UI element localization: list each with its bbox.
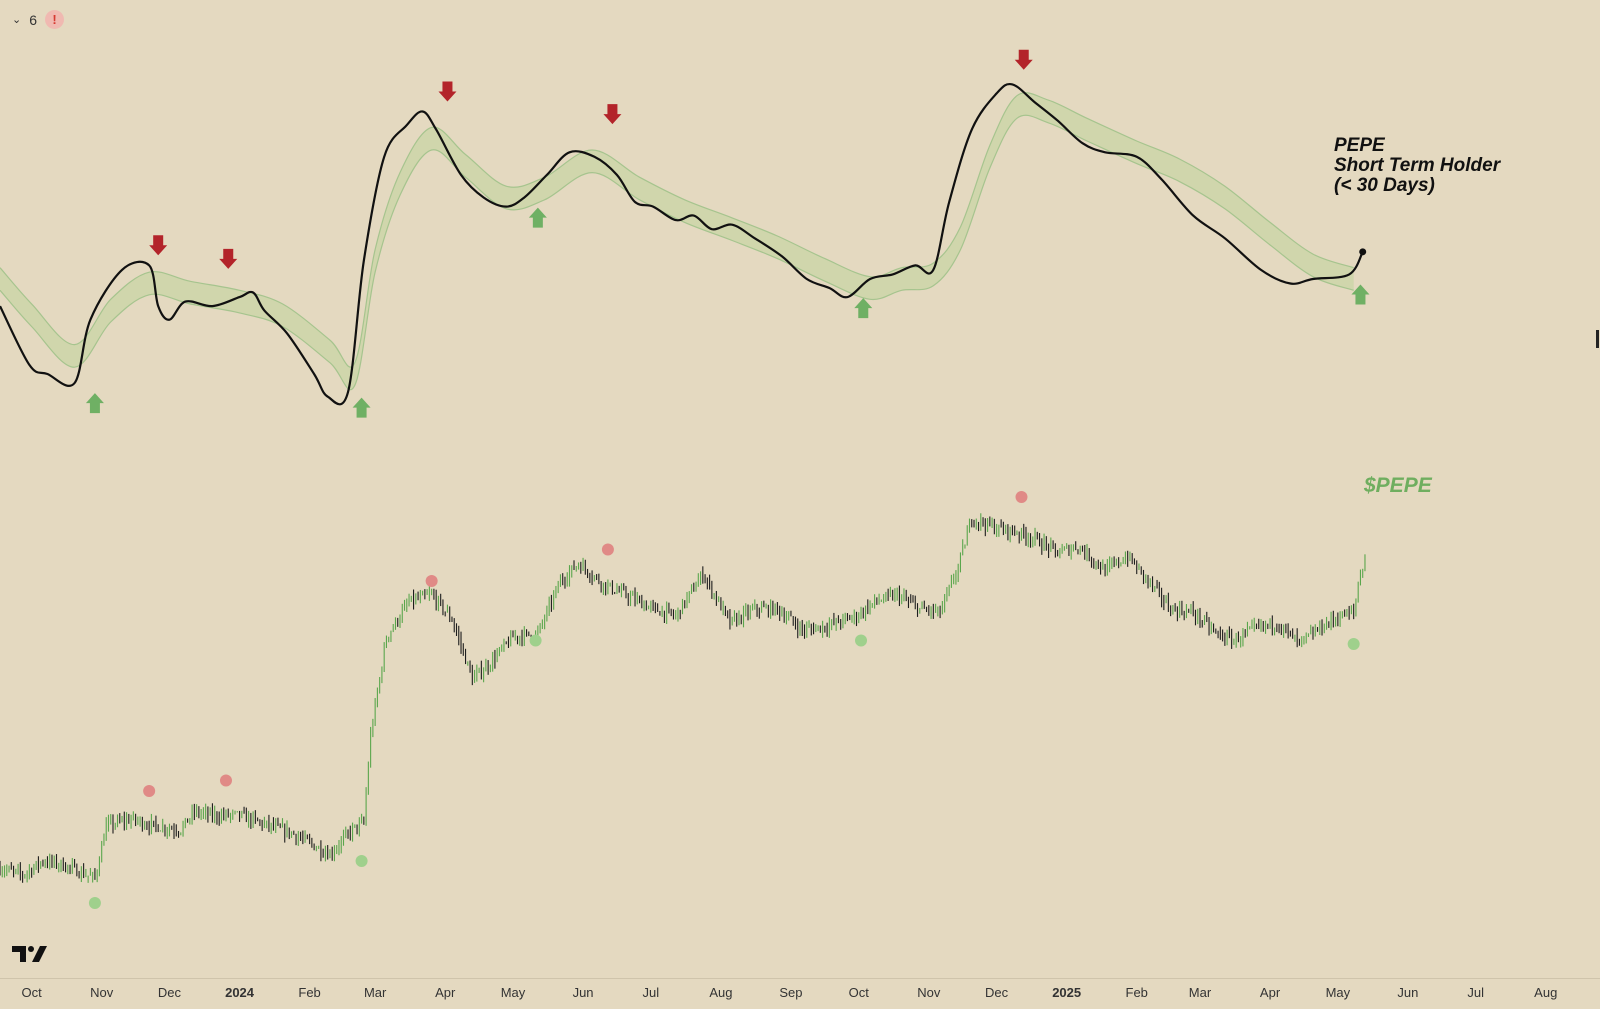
x-tick-label: Nov: [917, 985, 941, 1000]
chevron-down-icon[interactable]: ⌄: [12, 14, 22, 26]
sth-band-upper-line: [0, 92, 1354, 368]
sell-signal-arrow: [149, 235, 168, 256]
price-peak-dot: [1015, 491, 1028, 503]
x-tick-label: Dec: [157, 985, 182, 1000]
price-peak-dot: [425, 575, 438, 587]
indicator-toolbar[interactable]: ⌄ 6 !: [12, 10, 65, 29]
price-trough-dot: [355, 855, 368, 867]
x-tick-label: Nov: [90, 985, 114, 1000]
x-tick-label: Aug: [1534, 985, 1558, 1000]
x-tick-label: Apr: [1259, 985, 1281, 1000]
buy-signal-arrow: [85, 393, 104, 414]
price-peak-dot: [219, 774, 232, 787]
x-tick-label: Aug: [709, 985, 733, 1000]
x-tick-label: Dec: [985, 985, 1009, 1000]
title-line-1: PEPE: [1334, 135, 1385, 156]
sell-signal-arrow: [1014, 49, 1033, 70]
buy-signal-arrow: [1351, 284, 1370, 305]
chart-title: PEPE Short Term Holder (< 30 Days): [1334, 136, 1500, 196]
indicator-count[interactable]: 6: [29, 11, 38, 28]
price-peak-dot: [143, 785, 156, 797]
x-tick-label: 2025: [1052, 985, 1082, 1000]
x-tick-label: Mar: [363, 985, 387, 1000]
price-series-label: $PEPE: [1364, 474, 1432, 497]
x-axis-line: [0, 978, 1600, 979]
x-tick-label: Jun: [572, 985, 594, 1000]
x-tick-label: Oct: [848, 985, 869, 1000]
scale-handle[interactable]: [1596, 330, 1599, 348]
x-tick-label: Oct: [21, 985, 42, 1000]
x-tick-label: Apr: [435, 985, 456, 1000]
sth-series-line: [0, 82, 1364, 406]
sth-last-point: [1359, 248, 1367, 256]
sell-signal-arrow: [603, 104, 622, 125]
sth-band-fill: [0, 92, 1354, 390]
buy-signal-arrow: [528, 207, 547, 228]
sell-signal-arrow: [219, 248, 238, 269]
x-tick-label: May: [1325, 985, 1351, 1000]
alert-icon[interactable]: !: [45, 10, 65, 29]
title-line-3: (< 30 Days): [1334, 175, 1435, 196]
x-tick-label: Feb: [1125, 985, 1148, 1000]
buy-signal-arrow: [854, 298, 873, 319]
sell-signal-arrow: [438, 81, 457, 102]
title-line-2: Short Term Holder: [1334, 155, 1501, 176]
x-tick-label: Jun: [1397, 985, 1419, 1000]
x-tick-label: Mar: [1188, 985, 1212, 1000]
x-tick-label: Sep: [779, 985, 803, 1000]
price-trough-dot: [529, 634, 542, 647]
x-tick-label: May: [500, 985, 526, 1000]
x-tick-label: Feb: [298, 985, 321, 1000]
price-trough-dot: [88, 897, 101, 909]
price-trough-dot: [855, 634, 868, 647]
tradingview-logo-icon[interactable]: [12, 944, 48, 964]
buy-signal-arrow: [352, 397, 371, 418]
x-tick-label: Jul: [1467, 985, 1485, 1000]
price-trough-dot: [1347, 638, 1360, 650]
price-peak-dot: [601, 543, 614, 556]
x-tick-label: 2024: [225, 985, 255, 1000]
x-tick-label: Jul: [642, 985, 660, 1000]
